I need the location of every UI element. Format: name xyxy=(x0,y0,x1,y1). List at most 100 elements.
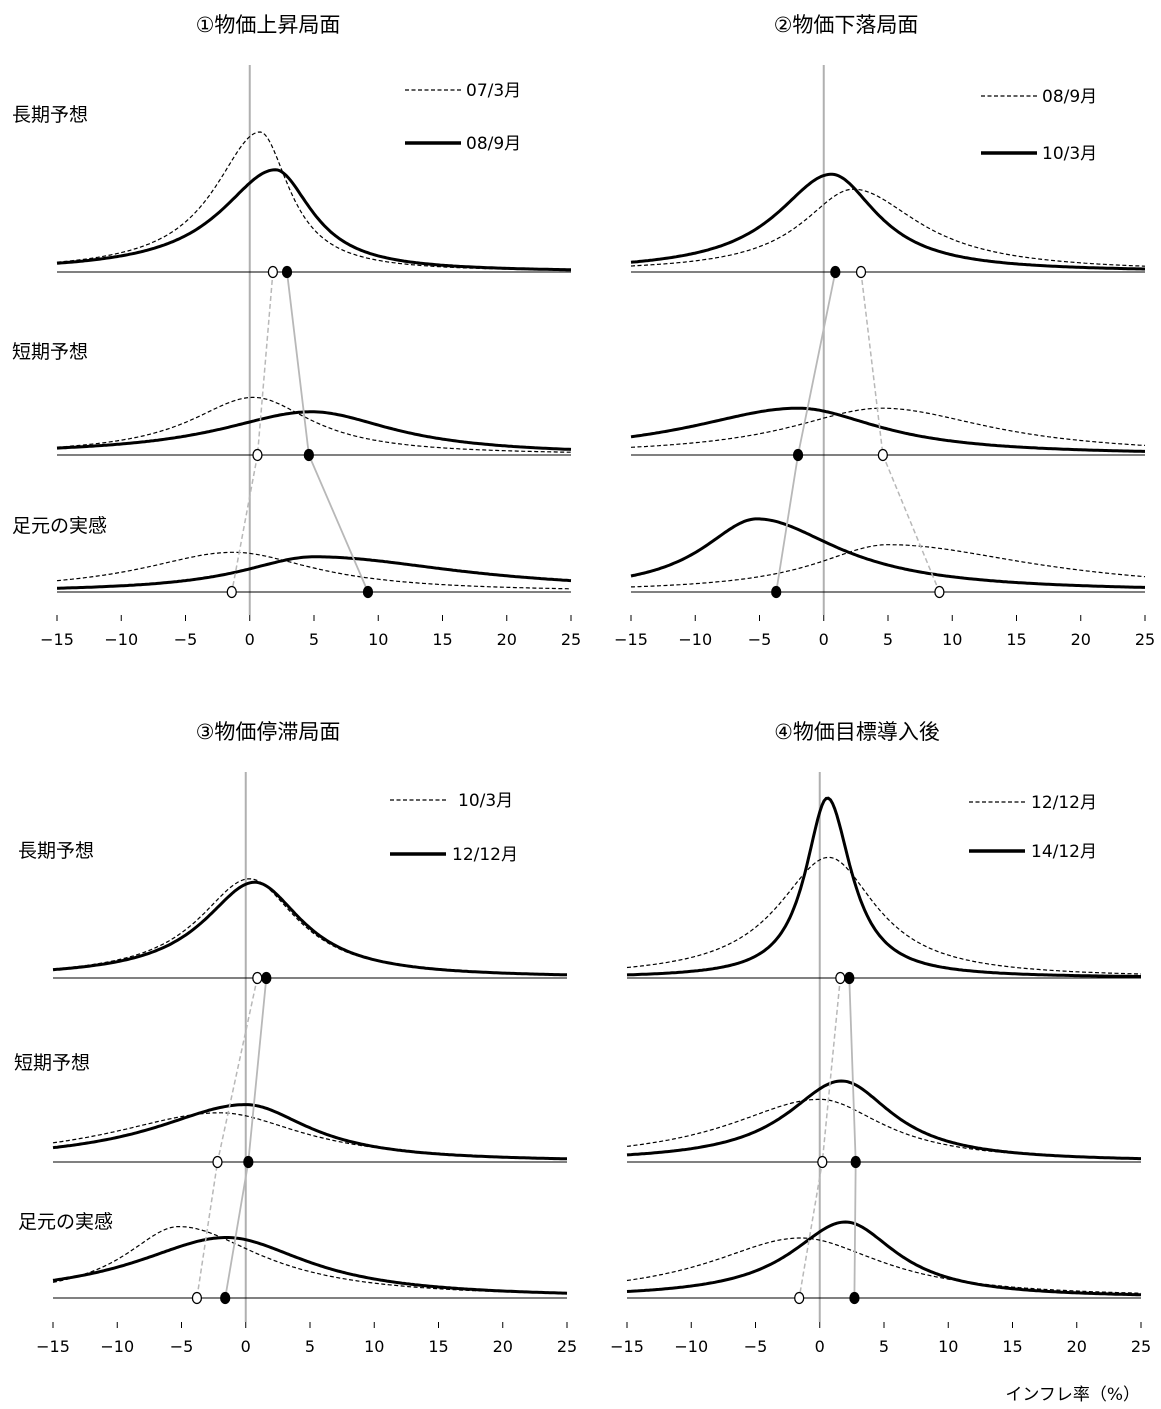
panel-1-after-mean-link xyxy=(286,271,369,593)
panel-2: ②物価下落局面 08/9月 10/3月 −15 −10 −5 0 5 10 15 20 25 xyxy=(614,13,1155,649)
panel-4-row-1-after-curve xyxy=(626,796,1141,978)
panel-3-x-tick-label: 5 xyxy=(305,1337,315,1356)
x-axis-label: インフレ率（%） xyxy=(1005,1385,1140,1405)
panel-4-x-tick-label: 0 xyxy=(815,1337,825,1356)
panel-3-legend-after: 12/12月 xyxy=(452,845,518,865)
panel-2-x-tick-label: −15 xyxy=(614,630,648,649)
panel-1-row-2-after-mean-marker xyxy=(303,448,315,462)
panel-1-row-1-after-curve xyxy=(56,168,571,272)
panel-4-row-3-before-mean-marker xyxy=(794,1291,805,1305)
panel-2-x-tick-label: 0 xyxy=(819,630,829,649)
panel-1-x-tick-label: 0 xyxy=(245,630,255,649)
panel-2-x-tick-label: 20 xyxy=(1071,630,1091,649)
panel-3-row-actual: 足元の実感 xyxy=(18,1211,113,1233)
panel-3-row-1-after-curve xyxy=(52,880,567,977)
panel-1-row-3-before-mean-marker xyxy=(226,585,237,599)
panel-4-x-tick-label: 5 xyxy=(879,1337,889,1356)
panel-2-legend-after: 10/3月 xyxy=(1042,144,1097,164)
panel-4: ④物価目標導入後 12/12月 14/12月 −15 −10 −5 0 5 10 15 20 2… xyxy=(610,720,1151,1356)
panel-3-before-mean-link xyxy=(196,977,259,1299)
panel-2-row-3-after-curve xyxy=(630,517,1145,589)
panel-2-row-1-after-mean-marker xyxy=(830,265,841,279)
panel-1-title: ①物価上昇局面 xyxy=(196,13,341,37)
panel-1-x-tick-label: 10 xyxy=(368,630,388,649)
panel-1-legend-after: 08/9月 xyxy=(466,134,521,154)
panel-1-row-1-before-mean-marker xyxy=(267,265,279,279)
panel-1-row-3-before-curve xyxy=(56,551,571,590)
panel-1-row-2-before-curve xyxy=(56,396,571,453)
panel-4-row-1-before-curve xyxy=(626,856,1142,975)
panel-3-row-1-before-mean-marker xyxy=(252,971,263,985)
panel-4-row-1-before-mean-marker xyxy=(835,971,846,985)
panel-3-row-3-after-curve xyxy=(52,1236,568,1295)
panel-2-row-2-before-mean-marker xyxy=(877,448,889,462)
panel-4-x-tick-label: 25 xyxy=(1131,1337,1151,1356)
panel-2-x-tick-label: 10 xyxy=(942,630,962,649)
panel-1-row-2-before-mean-marker xyxy=(252,448,263,462)
panel-2-x-tick-label: 5 xyxy=(883,630,893,649)
panel-2-x-tick-label: 15 xyxy=(1006,630,1026,649)
panel-4-legend-after: 14/12月 xyxy=(1031,842,1097,862)
panel-1-x-tick-label: 20 xyxy=(497,630,517,649)
panel-3-title: ③物価停滞局面 xyxy=(196,720,341,744)
panel-2-x-tick-label: 25 xyxy=(1135,630,1155,649)
panel-2-row-1-before-mean-marker xyxy=(855,265,867,279)
panel-4-legend-before: 12/12月 xyxy=(1031,793,1097,813)
panel-3-x-tick-label: −15 xyxy=(36,1337,70,1356)
panel-3-x-tick-label: 10 xyxy=(364,1337,384,1356)
panel-4-row-2-before-mean-marker xyxy=(817,1155,828,1169)
panel-1-x-tick-label: −10 xyxy=(104,630,138,649)
panel-2-title: ②物価下落局面 xyxy=(774,13,919,37)
panel-1-row-actual: 足元の実感 xyxy=(12,515,107,537)
panel-4-x-tick-label: 15 xyxy=(1002,1337,1022,1356)
panel-2-row-3-before-curve xyxy=(631,544,1146,588)
panel-4-title: ④物価目標導入後 xyxy=(774,720,940,744)
panel-4-row-3-after-mean-marker xyxy=(849,1291,860,1305)
panel-2-legend-before: 08/9月 xyxy=(1042,87,1097,107)
panel-3-row-3-after-mean-marker xyxy=(220,1291,231,1305)
panel-3-row-2-before-mean-marker xyxy=(212,1155,223,1169)
panel-1-row-1-after-mean-marker xyxy=(281,265,293,279)
panel-2-row-2-before-curve xyxy=(630,407,1146,448)
panel-4-row-1-after-mean-marker xyxy=(844,971,855,985)
panel-1-row-2-after-curve xyxy=(56,410,572,451)
panel-3: ③物価停滞局面 長期予想 短期予想 足元の実感 10/3月 12/12月 −15… xyxy=(14,720,577,1356)
panel-4-x-tick-label: −10 xyxy=(674,1337,708,1356)
panel-1-x-tick-label: 5 xyxy=(309,630,319,649)
panel-1: ①物価上昇局面 長期予想 短期予想 足元の実感 07/3月 08/9月 −15 −… xyxy=(12,13,581,649)
panel-3-row-2-after-curve xyxy=(52,1103,567,1161)
panel-2-row-1-after-curve xyxy=(630,172,1145,271)
panel-2-row-1-before-curve xyxy=(630,188,1146,267)
panel-3-x-tick-label: 25 xyxy=(557,1337,577,1356)
panel-3-row-short: 短期予想 xyxy=(14,1052,90,1074)
panel-1-x-tick-label: 15 xyxy=(432,630,452,649)
panel-4-x-tick-label: −15 xyxy=(610,1337,644,1356)
panel-4-row-3-before-curve xyxy=(626,1237,1141,1294)
panel-3-row-2-after-mean-marker xyxy=(243,1155,254,1169)
panel-1-legend-before: 07/3月 xyxy=(466,81,521,101)
panel-4-x-tick-label: 20 xyxy=(1067,1337,1087,1356)
panel-4-x-tick-label: −5 xyxy=(744,1337,768,1356)
panel-2-x-tick-label: −10 xyxy=(678,630,712,649)
panel-2-row-3-after-mean-marker xyxy=(771,585,782,599)
panel-3-legend-before: 10/3月 xyxy=(458,791,513,811)
panel-1-before-mean-link xyxy=(231,271,274,593)
panel-4-row-2-after-curve xyxy=(626,1079,1141,1161)
panel-3-row-1-after-mean-marker xyxy=(261,971,272,985)
panel-1-row-long: 長期予想 xyxy=(12,104,88,126)
panel-1-x-tick-label: −15 xyxy=(40,630,74,649)
panel-2-x-tick-label: −5 xyxy=(748,630,772,649)
panel-3-x-tick-label: −5 xyxy=(170,1337,194,1356)
panel-1-x-tick-label: −5 xyxy=(174,630,198,649)
panel-2-row-2-after-mean-marker xyxy=(792,448,804,462)
panel-3-row-3-before-curve xyxy=(52,1226,567,1295)
panel-4-row-3-after-curve xyxy=(626,1220,1142,1297)
panel-3-row-long: 長期予想 xyxy=(18,840,94,862)
panel-2-row-2-after-curve xyxy=(630,406,1145,453)
panel-4-x-tick-label: 10 xyxy=(938,1337,958,1356)
panel-4-row-2-after-mean-marker xyxy=(850,1155,861,1169)
panel-3-x-tick-label: −10 xyxy=(100,1337,134,1356)
panel-2-row-3-before-mean-marker xyxy=(934,585,945,599)
